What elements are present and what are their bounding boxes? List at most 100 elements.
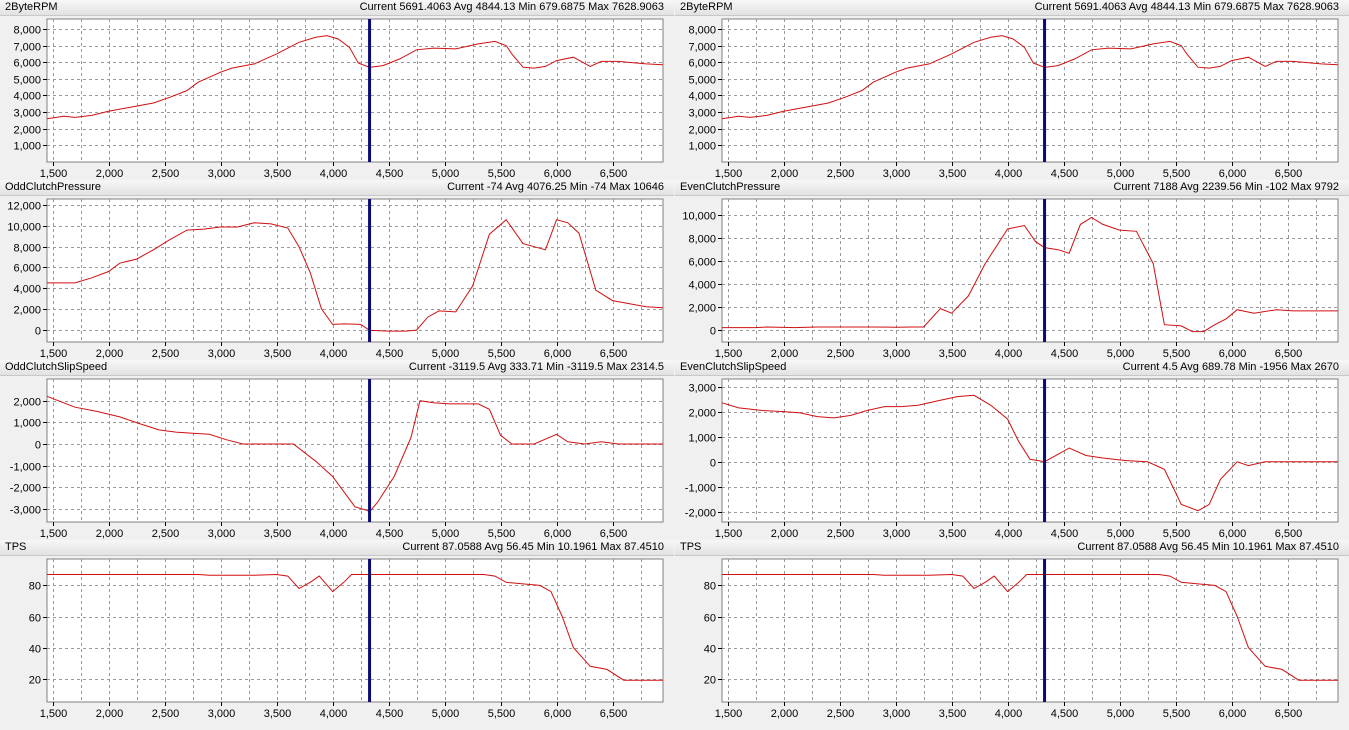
- y-tick-label: 0: [710, 326, 716, 338]
- x-tick-label: 4,500: [1051, 708, 1079, 720]
- plot-area: [721, 558, 1339, 703]
- y-tick-label: 2,000: [688, 125, 716, 137]
- y-tick-label: 6,000: [688, 58, 716, 70]
- chart-panel[interactable]: TPS Current 87.0588 Avg 56.45 Min 10.1961…: [0, 540, 674, 720]
- y-tick-label: 40: [29, 644, 41, 656]
- y-tick-label: 60: [29, 613, 41, 625]
- x-tick-label: 2,000: [771, 348, 799, 360]
- x-tick-label: 6,000: [544, 528, 572, 540]
- x-tick-label: 4,000: [320, 528, 348, 540]
- channel-stats: Current 5691.4063 Avg 4844.13 Min 679.68…: [1034, 1, 1339, 13]
- plot-area: [46, 558, 664, 703]
- line-chart[interactable]: 1,000 2,000 3,000 4,000 5,000 6,000 7,000 8,000…: [0, 17, 674, 180]
- x-tick-label: 2,000: [771, 528, 799, 540]
- x-tick-label: 6,500: [600, 708, 628, 720]
- x-tick-label: 3,000: [883, 348, 911, 360]
- plot-area: [721, 198, 1339, 343]
- x-tick-label: 5,500: [1163, 528, 1191, 540]
- channel-name: 2ByteRPM: [5, 1, 58, 13]
- y-tick-label: 4,000: [13, 91, 41, 103]
- x-tick-label: 6,000: [544, 348, 572, 360]
- x-tick-label: 2,000: [96, 168, 124, 180]
- line-chart[interactable]: 1,000 2,000 3,000 4,000 5,000 6,000 7,000 8,000…: [675, 17, 1349, 180]
- chart-panel[interactable]: TPS Current 87.0588 Avg 56.45 Min 10.1961…: [675, 540, 1349, 720]
- x-tick-label: 1,500: [40, 708, 68, 720]
- stat-max-value: 87.4510: [624, 541, 664, 553]
- chart-panel[interactable]: EvenClutchSlipSpeed Current 4.5 Avg 689.7…: [675, 360, 1349, 540]
- x-tick-label: 1,500: [40, 348, 68, 360]
- x-tick-label: 4,500: [1051, 348, 1079, 360]
- y-tick-label: 1,000: [13, 141, 41, 153]
- x-tick-label: 2,500: [152, 708, 180, 720]
- stat-min-value: -102: [1265, 181, 1288, 193]
- x-tick-label: 1,500: [715, 528, 743, 540]
- x-tick-label: 3,000: [883, 528, 911, 540]
- stat-min-value: 10.1961: [557, 541, 598, 553]
- x-tick-label: 3,500: [264, 348, 292, 360]
- y-tick-label: 6,000: [13, 263, 41, 275]
- stat-current-value: 7188: [1153, 181, 1178, 193]
- series-line: [722, 573, 1338, 681]
- x-tick-label: 6,500: [1275, 348, 1303, 360]
- y-tick-label: -1,000: [10, 462, 41, 474]
- x-tick-label: 3,500: [939, 708, 967, 720]
- chart-header: EvenClutchPressure Current 7188 Avg 2239.…: [675, 180, 1349, 196]
- channel-stats: Current 5691.4063 Avg 4844.13 Min 679.68…: [359, 1, 664, 13]
- y-tick-label: 8,000: [13, 25, 41, 37]
- x-tick-label: 6,000: [1219, 348, 1247, 360]
- x-tick-label: 4,500: [376, 348, 404, 360]
- x-tick-label: 5,000: [1107, 528, 1135, 540]
- channel-name: OddClutchPressure: [5, 181, 101, 193]
- plot-area: [721, 378, 1339, 523]
- stat-min-value: 679.6875: [1214, 1, 1261, 13]
- x-tick-label: 6,500: [1275, 528, 1303, 540]
- x-tick-label: 3,500: [264, 708, 292, 720]
- y-tick-label: 1,000: [13, 418, 41, 430]
- x-tick-label: 2,500: [827, 708, 855, 720]
- stat-max-value: 2314.5: [630, 361, 664, 373]
- chart-header: TPS Current 87.0588 Avg 56.45 Min 10.1961…: [0, 540, 674, 556]
- stat-max-value: 9792: [1314, 181, 1339, 193]
- y-tick-label: 4,000: [13, 284, 41, 296]
- chart-panel[interactable]: OddClutchPressure Current -74 Avg 4076.25…: [0, 180, 674, 360]
- y-tick-label: -3,000: [10, 505, 41, 517]
- y-tick-label: 2,000: [13, 397, 41, 409]
- y-tick-label: 2,000: [13, 305, 41, 317]
- line-chart[interactable]: -3,000 -2,000 -1,000 0 1,000 2,000 1,500 2,000 2…: [0, 377, 674, 540]
- plot-area: [46, 198, 664, 343]
- line-chart[interactable]: 20 40 60 80 1,500 2,000 2,500 3,000 3,500 4,000 4,…: [675, 557, 1349, 720]
- plot-area: [721, 18, 1339, 163]
- stat-current-value: -74: [486, 181, 503, 193]
- x-tick-label: 3,500: [264, 168, 292, 180]
- x-tick-label: 2,000: [771, 708, 799, 720]
- x-tick-label: 2,500: [827, 168, 855, 180]
- x-tick-label: 6,500: [600, 528, 628, 540]
- chart-panel[interactable]: 2ByteRPM Current 5691.4063 Avg 4844.13 Mi…: [0, 0, 674, 180]
- stat-avg-value: 4076.25: [526, 181, 567, 193]
- x-tick-label: 2,000: [96, 348, 124, 360]
- x-tick-label: 3,000: [883, 708, 911, 720]
- x-tick-label: 4,000: [995, 528, 1023, 540]
- chart-panel[interactable]: EvenClutchPressure Current 7188 Avg 2239.…: [675, 180, 1349, 360]
- y-tick-label: 0: [710, 458, 716, 470]
- line-chart[interactable]: -2,000 -1,000 0 1,000 2,000 3,000 1,500 2,000 2,…: [675, 377, 1349, 540]
- line-chart[interactable]: 20 40 60 80 1,500 2,000 2,500 3,000 3,500 4,000 4,…: [0, 557, 674, 720]
- channel-name: OddClutchSlipSpeed: [5, 361, 108, 373]
- stat-avg-value: 4844.13: [475, 1, 516, 13]
- x-tick-label: 6,000: [544, 708, 572, 720]
- line-chart[interactable]: 0 2,000 4,000 6,000 8,000 10,000 12,000 1,500 2,…: [0, 197, 674, 360]
- stat-max-value: 10646: [633, 181, 664, 193]
- y-tick-label: 4,000: [688, 91, 716, 103]
- channel-name: 2ByteRPM: [680, 1, 733, 13]
- y-tick-label: 60: [704, 613, 716, 625]
- x-tick-label: 5,500: [1163, 348, 1191, 360]
- line-chart[interactable]: 0 2,000 4,000 6,000 8,000 10,000 1,500 2,000 2,5…: [675, 197, 1349, 360]
- chart-panel[interactable]: 2ByteRPM Current 5691.4063 Avg 4844.13 Mi…: [675, 0, 1349, 180]
- stat-current-value: 5691.4063: [399, 1, 452, 13]
- y-tick-label: 40: [704, 644, 716, 656]
- y-tick-label: 1,000: [688, 433, 716, 445]
- chart-panel[interactable]: OddClutchSlipSpeed Current -3119.5 Avg 33…: [0, 360, 674, 540]
- x-tick-label: 5,000: [432, 708, 460, 720]
- x-tick-label: 5,500: [1163, 168, 1191, 180]
- chart-header: OddClutchSlipSpeed Current -3119.5 Avg 33…: [0, 360, 674, 376]
